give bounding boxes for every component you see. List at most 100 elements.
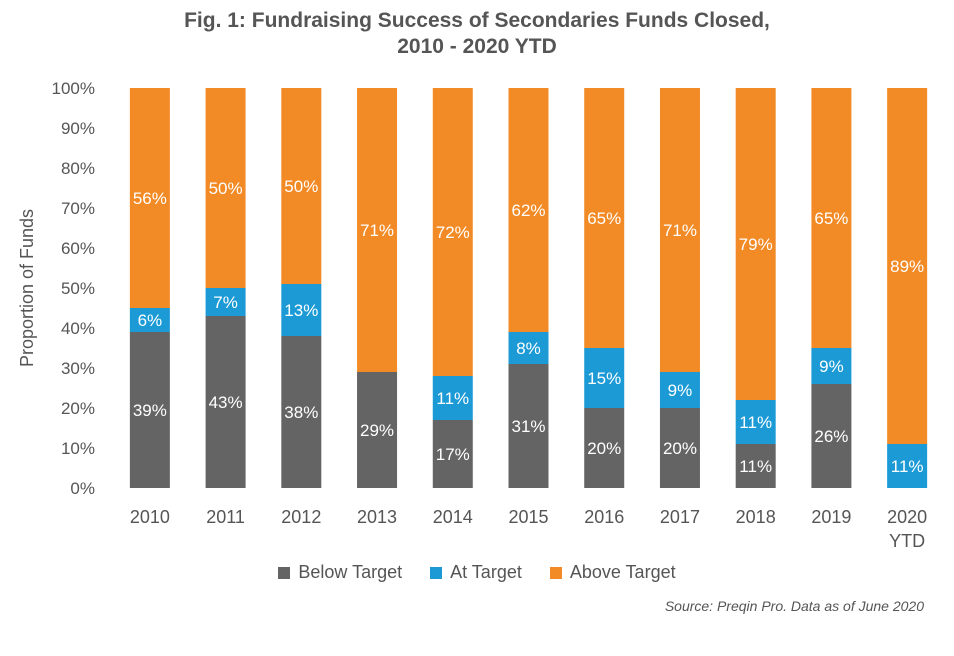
x-tick-label: 2017 [660, 507, 700, 527]
y-tick-label: 90% [61, 119, 95, 138]
x-tick-label: 2020 [887, 507, 927, 527]
data-label: 71% [360, 221, 394, 240]
data-label: 15% [587, 369, 621, 388]
y-tick-label: 10% [61, 439, 95, 458]
data-label: 13% [284, 301, 318, 320]
data-label: 89% [890, 257, 924, 276]
data-label: 31% [511, 417, 545, 436]
data-label: 26% [814, 427, 848, 446]
data-label: 43% [209, 393, 243, 412]
data-label: 11% [436, 389, 469, 408]
data-label: 11% [891, 457, 924, 476]
data-label: 17% [436, 445, 470, 464]
legend-label-below: Below Target [298, 562, 403, 582]
bar-segment [659, 408, 700, 488]
x-tick-label: 2019 [811, 507, 851, 527]
data-label: 9% [819, 357, 844, 376]
x-tick-label: 2013 [357, 507, 397, 527]
chart-title-line2: 2010 - 2020 YTD [397, 35, 557, 58]
legend: Below Target At Target Above Target [0, 562, 954, 583]
bar-segment [357, 88, 398, 372]
bar-segment [205, 288, 246, 316]
y-tick-label: 0% [70, 479, 95, 498]
legend-swatch-below [278, 566, 291, 579]
data-label: 56% [133, 189, 167, 208]
bar-segment [508, 364, 549, 488]
bar-segment [811, 348, 852, 384]
chart-title-line1: Fig. 1: Fundraising Success of Secondari… [184, 9, 770, 32]
data-label: 9% [668, 381, 693, 400]
legend-item-at: At Target [430, 562, 522, 583]
bar-segment [508, 88, 549, 332]
bar-segment [432, 376, 473, 420]
bar-segment [887, 444, 928, 488]
bar-segment [129, 332, 170, 488]
bar-segment [205, 316, 246, 488]
x-tick-label: 2015 [508, 507, 548, 527]
y-tick-label: 100% [52, 79, 95, 98]
bar-segment [584, 408, 625, 488]
legend-swatch-at [430, 566, 443, 579]
bar-segment [659, 372, 700, 408]
data-label: 11% [739, 413, 772, 432]
data-label: 20% [587, 439, 621, 458]
y-tick-label: 80% [61, 159, 95, 178]
bar-segment [735, 400, 776, 444]
bar-segment [735, 88, 776, 400]
x-tick-label: 2011 [206, 507, 245, 527]
bar-segment [584, 348, 625, 408]
data-label: 39% [133, 401, 167, 420]
data-label: 8% [516, 339, 541, 358]
x-tick-label: 2018 [736, 507, 776, 527]
bar-segment [584, 88, 625, 348]
bar-segment [205, 88, 246, 288]
bar-segment [129, 308, 170, 332]
legend-label-above: Above Target [569, 562, 676, 582]
x-tick-label: 2016 [584, 507, 624, 527]
bar-segment [281, 284, 322, 336]
bar-segment [129, 88, 170, 308]
legend-swatch-above [549, 566, 562, 579]
data-label: 72% [436, 223, 470, 242]
data-label: 79% [739, 235, 773, 254]
y-tick-label: 60% [61, 239, 95, 258]
data-label: 11% [739, 457, 772, 476]
chart-title: Fig. 1: Fundraising Success of Secondari… [0, 8, 954, 60]
x-tick-label: 2010 [130, 507, 170, 527]
data-label: 65% [814, 209, 848, 228]
data-label: 38% [284, 403, 318, 422]
bar-segment [735, 444, 776, 488]
data-label: 29% [360, 421, 394, 440]
y-tick-label: 20% [61, 399, 95, 418]
bar-segment [811, 88, 852, 348]
y-axis-title: Proportion of Funds [17, 209, 37, 367]
y-tick-label: 50% [61, 279, 95, 298]
legend-item-above: Above Target [549, 562, 676, 583]
legend-label-at: At Target [450, 562, 522, 582]
data-label: 65% [587, 209, 621, 228]
bar-segment [281, 336, 322, 488]
bar-segment [281, 88, 322, 284]
bar-segment [432, 420, 473, 488]
bar-segment [432, 88, 473, 376]
data-label: 71% [663, 221, 697, 240]
x-tick-label: 2012 [281, 507, 321, 527]
bar-segment [811, 384, 852, 488]
bar-segment [508, 332, 549, 364]
data-label: 62% [511, 201, 545, 220]
data-label: 6% [138, 311, 163, 330]
data-label: 20% [663, 439, 697, 458]
y-tick-label: 70% [61, 199, 95, 218]
data-label: 50% [209, 179, 243, 198]
data-label: 50% [284, 177, 318, 196]
x-tick-label: 2014 [433, 507, 473, 527]
y-tick-label: 30% [61, 359, 95, 378]
bar-segment [887, 88, 928, 444]
data-label: 7% [213, 293, 238, 312]
bar-segment [659, 88, 700, 372]
x-tick-label: YTD [889, 531, 925, 551]
source-note: Source: Preqin Pro. Data as of June 2020 [664, 598, 924, 614]
bar-segment [357, 372, 398, 488]
